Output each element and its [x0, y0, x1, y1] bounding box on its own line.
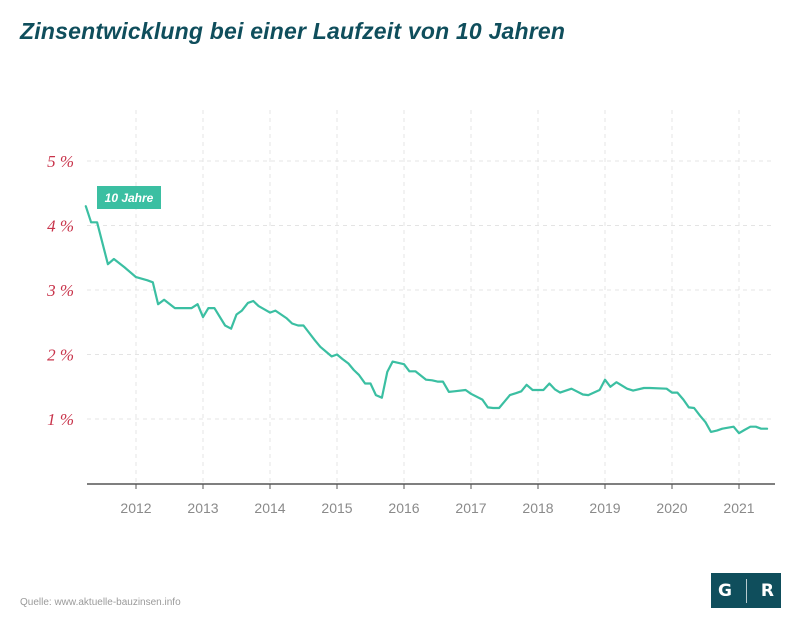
- x-tick-label: 2014: [254, 500, 285, 516]
- logo-letter-right: R: [760, 580, 774, 601]
- x-tick-label: 2021: [723, 500, 754, 516]
- y-tick-label: 3 %: [46, 281, 74, 300]
- x-tick-label: 2017: [455, 500, 486, 516]
- legend-label: 10 Jahre: [105, 191, 154, 205]
- x-tick-label: 2016: [388, 500, 419, 516]
- y-tick-label: 2 %: [47, 346, 74, 365]
- chart-title: Zinsentwicklung bei einer Laufzeit von 1…: [20, 18, 566, 44]
- y-tick-label: 4 %: [47, 217, 74, 236]
- y-tick-label: 1 %: [47, 410, 74, 429]
- x-tick-label: 2012: [120, 500, 151, 516]
- x-tick-label: 2013: [187, 500, 218, 516]
- x-tick-label: 2015: [321, 500, 352, 516]
- x-tick-label: 2020: [656, 500, 687, 516]
- y-tick-label: 5 %: [47, 152, 74, 171]
- logo-separator: [745, 578, 747, 603]
- legend-swatch: [97, 186, 161, 209]
- x-tick-label: 2019: [589, 500, 620, 516]
- series-line-10-jahre: [84, 205, 769, 435]
- x-tick-label: 2018: [522, 500, 553, 516]
- brand-logo: G R: [711, 573, 781, 608]
- source-note: Quelle: www.aktuelle-bauzinsen.info: [20, 597, 181, 608]
- logo-letter-left: G: [717, 580, 732, 601]
